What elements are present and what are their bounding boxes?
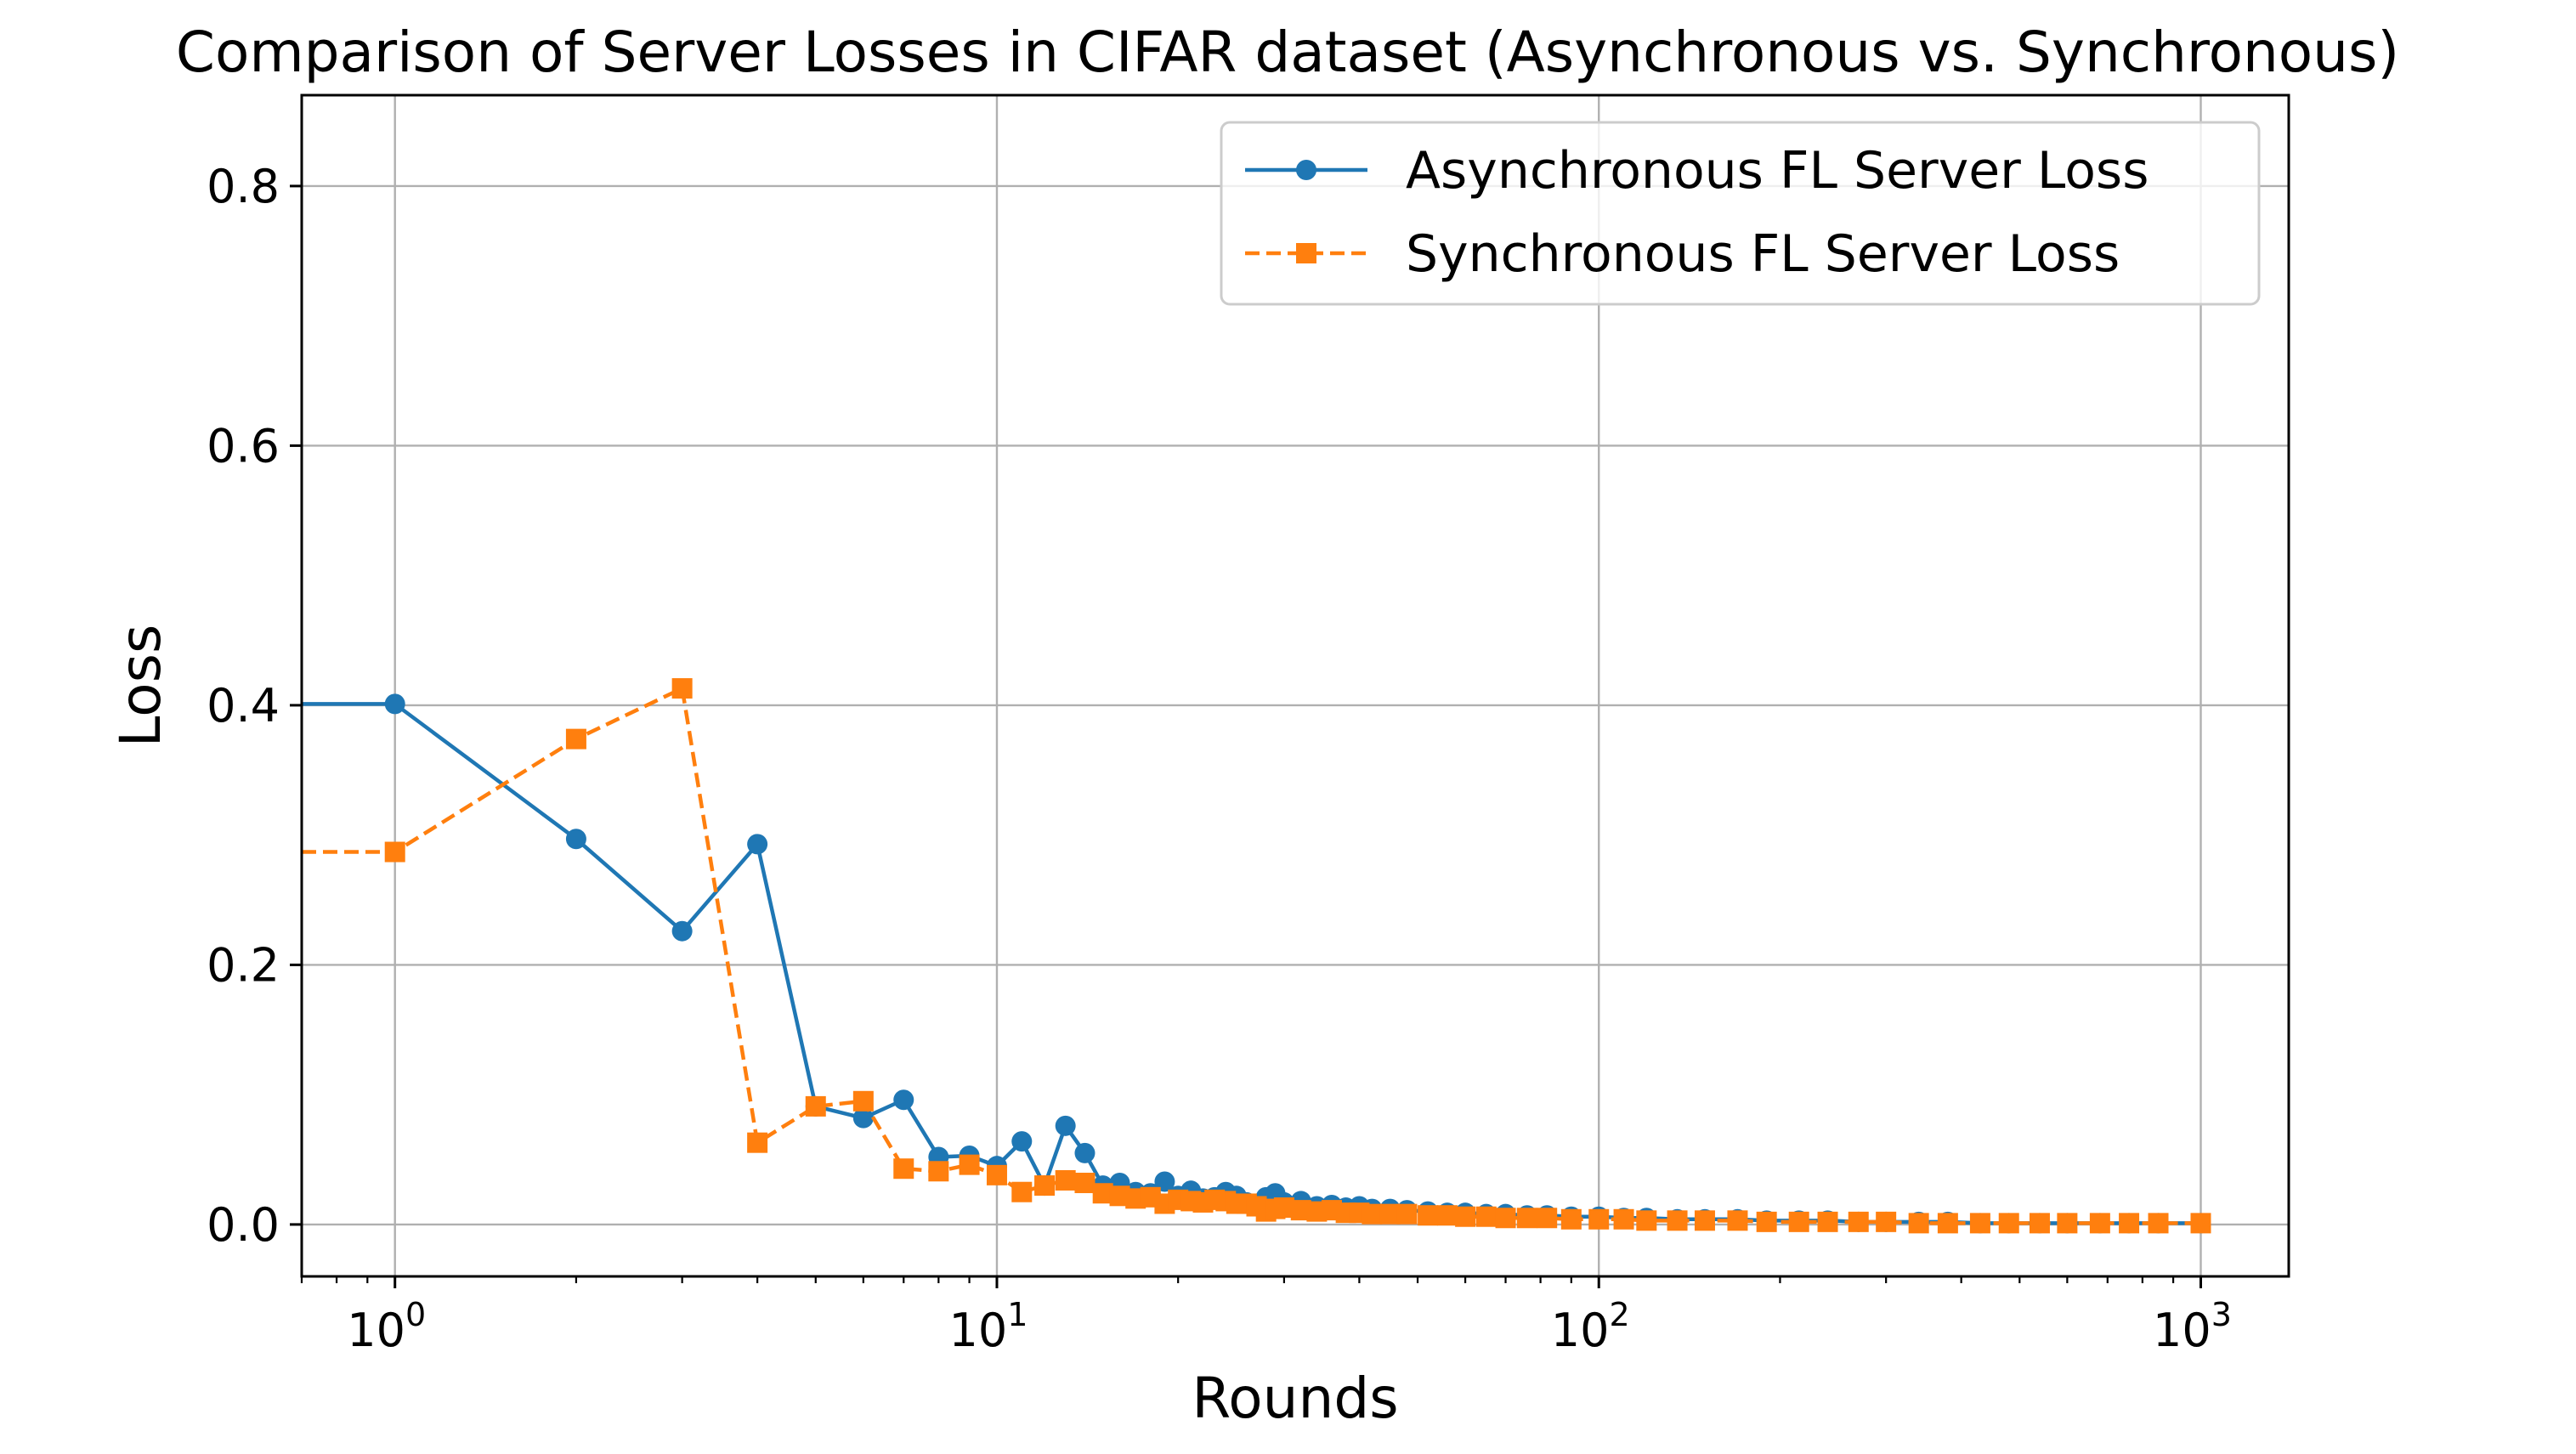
series-layer bbox=[302, 678, 2211, 1234]
legend-frame bbox=[1220, 121, 2261, 306]
data-point bbox=[1560, 1208, 1582, 1230]
data-point bbox=[1034, 1175, 1056, 1197]
x-tick-label: 100 bbox=[347, 1296, 426, 1357]
data-point bbox=[928, 1161, 949, 1182]
data-point bbox=[1588, 1208, 1610, 1230]
legend: Asynchronous FL Server Loss Synchronous F… bbox=[1220, 121, 2261, 306]
data-point bbox=[1937, 1213, 1958, 1234]
data-point bbox=[2089, 1213, 2110, 1234]
data-point bbox=[805, 1095, 826, 1117]
x-tick-label: 101 bbox=[949, 1296, 1028, 1357]
data-point bbox=[1908, 1213, 1929, 1234]
data-point bbox=[1969, 1213, 1990, 1234]
data-point bbox=[1516, 1208, 1537, 1229]
data-point bbox=[1418, 1205, 1439, 1226]
data-point bbox=[565, 829, 586, 850]
data-point bbox=[893, 1158, 914, 1180]
series-2 bbox=[302, 678, 2211, 1234]
data-point bbox=[1074, 1173, 1096, 1194]
data-point bbox=[1694, 1210, 1715, 1231]
data-point bbox=[1455, 1206, 1476, 1227]
legend-label: Synchronous FL Server Loss bbox=[1406, 224, 2120, 284]
data-point bbox=[1756, 1211, 1777, 1232]
x-axis-title: Rounds bbox=[1192, 1366, 1398, 1431]
data-point bbox=[1998, 1213, 2019, 1234]
y-tick-label: 0.4 bbox=[207, 679, 280, 733]
data-point bbox=[1396, 1203, 1418, 1225]
data-point bbox=[1011, 1131, 1033, 1152]
data-point bbox=[1727, 1210, 1748, 1231]
data-point bbox=[852, 1090, 874, 1112]
y-axis-title: Loss bbox=[108, 625, 173, 748]
data-point bbox=[384, 841, 405, 863]
data-point bbox=[671, 678, 693, 699]
data-point bbox=[1788, 1211, 1809, 1232]
y-tick-label: 0.8 bbox=[207, 160, 280, 213]
data-point bbox=[1475, 1206, 1497, 1227]
x-tick-label: 102 bbox=[1551, 1296, 1630, 1357]
data-point bbox=[565, 728, 586, 750]
x-tick-label: 103 bbox=[2153, 1296, 2232, 1357]
data-point bbox=[1495, 1208, 1516, 1229]
data-point bbox=[893, 1089, 914, 1111]
data-point bbox=[2148, 1213, 2169, 1234]
data-point bbox=[1667, 1210, 1688, 1231]
data-point bbox=[1055, 1115, 1076, 1136]
data-point bbox=[1362, 1203, 1383, 1225]
data-point bbox=[1613, 1208, 1634, 1230]
data-point bbox=[986, 1164, 1007, 1185]
y-tick-label: 0.6 bbox=[207, 419, 280, 472]
data-point bbox=[959, 1154, 980, 1175]
y-tick-label: 0.2 bbox=[207, 938, 280, 992]
chart-title: Comparison of Server Losses in CIFAR dat… bbox=[176, 20, 2399, 85]
plot-frame bbox=[300, 93, 2290, 1278]
data-point bbox=[1154, 1171, 1175, 1192]
data-point bbox=[2119, 1213, 2140, 1234]
legend-swatch-marker bbox=[1296, 243, 1316, 263]
data-point bbox=[1436, 1205, 1458, 1226]
data-point bbox=[2029, 1213, 2050, 1234]
data-point bbox=[1817, 1211, 1838, 1232]
data-point bbox=[852, 1107, 874, 1129]
data-point bbox=[2057, 1213, 2078, 1234]
legend-swatch-marker bbox=[1296, 160, 1316, 180]
y-axis: 0.0 0.2 0.4 0.6 0.8 bbox=[207, 160, 302, 1252]
data-point bbox=[671, 920, 693, 942]
data-point bbox=[1055, 1169, 1076, 1191]
data-point bbox=[1876, 1211, 1897, 1232]
data-point bbox=[1074, 1142, 1096, 1163]
data-point bbox=[1848, 1211, 1869, 1232]
data-point bbox=[1011, 1181, 1033, 1202]
data-point bbox=[384, 693, 405, 715]
legend-label: Asynchronous FL Server Loss bbox=[1406, 141, 2149, 201]
data-point bbox=[1537, 1208, 1558, 1229]
y-tick-label: 0.0 bbox=[207, 1198, 280, 1252]
data-point bbox=[747, 1132, 768, 1153]
x-axis: 100 101 102 103 bbox=[300, 1276, 2232, 1357]
data-point bbox=[1636, 1210, 1657, 1231]
data-point bbox=[747, 834, 768, 855]
data-point bbox=[2190, 1213, 2211, 1234]
